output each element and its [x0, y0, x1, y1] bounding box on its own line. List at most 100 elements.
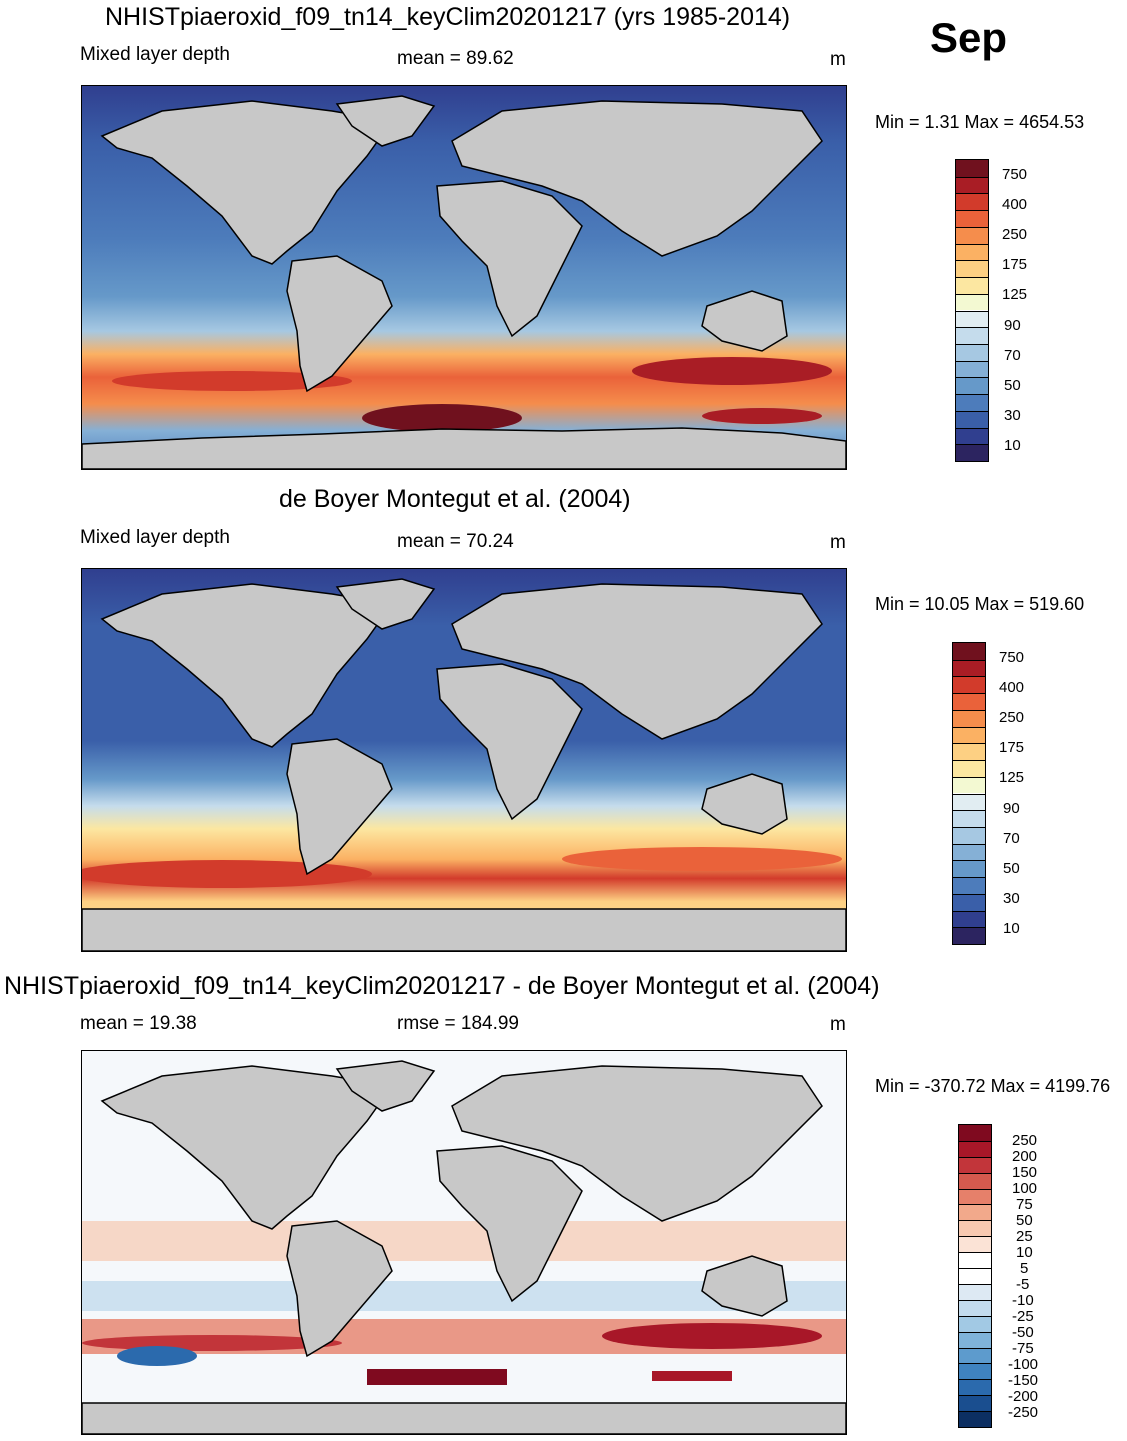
- colorbar-swatch: [953, 927, 985, 944]
- panel1-hotspot-ross: [702, 408, 822, 424]
- colorbar-swatch: [959, 1395, 991, 1412]
- colorbar-swatch: [953, 659, 985, 677]
- panel1-colorbar-label: 70: [1004, 347, 1021, 364]
- colorbar-swatch: [956, 427, 988, 445]
- colorbar-swatch: [956, 377, 988, 395]
- panel2-hotspot-indian: [562, 847, 842, 871]
- colorbar-swatch: [956, 193, 988, 211]
- panel2-units-label: m: [830, 532, 846, 553]
- colorbar-swatch: [953, 760, 985, 777]
- panel2-colorbar-label: 750: [999, 649, 1025, 666]
- panel2-map: [81, 568, 847, 952]
- panel3-rmse-label: rmse = 184.99: [397, 1013, 519, 1034]
- panel1-variable-label: Mixed layer depth: [80, 44, 230, 65]
- colorbar-swatch: [956, 360, 988, 378]
- panel3-mean-label: mean = 19.38: [80, 1013, 197, 1034]
- panel1-colorbar-label: 50: [1004, 377, 1021, 394]
- antarctica: [82, 1402, 846, 1434]
- south-america: [286, 738, 393, 876]
- south-america: [286, 1220, 393, 1358]
- colorbar-swatch: [956, 210, 988, 227]
- colorbar-swatch: [956, 410, 988, 428]
- colorbar-swatch: [956, 394, 988, 411]
- colorbar-swatch: [953, 709, 985, 727]
- colorbar-swatch: [956, 176, 988, 194]
- africa: [436, 663, 583, 821]
- colorbar-swatch: [959, 1125, 991, 1141]
- panel3-coldspot: [117, 1346, 197, 1366]
- panel3-hotspot-weddell: [367, 1369, 507, 1385]
- colorbar-swatch: [959, 1347, 991, 1364]
- panel3-units-label: m: [830, 1014, 846, 1035]
- panel2-map-svg: [82, 569, 846, 951]
- colorbar-swatch: [956, 444, 988, 461]
- africa: [436, 180, 583, 338]
- panel2-colorbar-label: 70: [1003, 830, 1020, 847]
- eurasia: [451, 583, 823, 740]
- colorbar-swatch: [956, 160, 988, 177]
- panel1-hotspot-indian: [632, 357, 832, 385]
- panel1-colorbar-label: 125: [1002, 286, 1028, 303]
- panel1-title: NHISTpiaeroxid_f09_tn14_keyClim20201217 …: [105, 3, 791, 31]
- colorbar-swatch: [956, 343, 988, 361]
- greenland: [335, 1060, 436, 1112]
- colorbar-swatch: [956, 260, 988, 278]
- colorbar-swatch: [959, 1220, 991, 1237]
- colorbar-swatch: [953, 860, 985, 878]
- africa: [436, 1145, 583, 1303]
- panel3-colorbar-label: 25: [1016, 1228, 1033, 1245]
- greenland: [335, 578, 436, 630]
- colorbar-swatch: [959, 1331, 991, 1348]
- colorbar-swatch: [956, 310, 988, 328]
- colorbar-swatch: [959, 1172, 991, 1189]
- panel1-hotspot-pacific: [112, 371, 352, 391]
- panel3-colorbar: [958, 1124, 992, 1428]
- colorbar-swatch: [953, 743, 985, 761]
- panel1-colorbar-label: 750: [1002, 166, 1028, 183]
- south-america: [286, 255, 393, 393]
- colorbar-swatch: [953, 826, 985, 844]
- panel2-minmax: Min = 10.05 Max = 519.60: [875, 594, 1085, 614]
- greenland: [335, 95, 436, 147]
- colorbar-swatch: [956, 277, 988, 294]
- panel1-colorbar-label: 30: [1004, 407, 1021, 424]
- australia: [701, 1255, 788, 1317]
- colorbar-swatch: [953, 676, 985, 694]
- colorbar-swatch: [953, 693, 985, 710]
- panel3-colorbar-label: -5: [1016, 1276, 1030, 1293]
- colorbar-swatch: [953, 910, 985, 928]
- panel3-hotspot-ross: [652, 1371, 732, 1381]
- panel1-units-label: m: [830, 49, 846, 70]
- panel2-colorbar-label: 30: [1003, 890, 1020, 907]
- panel1-continents: [82, 95, 846, 469]
- colorbar-swatch: [959, 1204, 991, 1221]
- north-america: [100, 583, 394, 748]
- colorbar-swatch: [959, 1379, 991, 1396]
- colorbar-swatch: [959, 1236, 991, 1253]
- colorbar-swatch: [956, 293, 988, 311]
- panel1-colorbar-label: 175: [1002, 256, 1028, 273]
- month-label: Sep: [930, 14, 1008, 61]
- panel3-band-north: [82, 1221, 846, 1261]
- colorbar-swatch: [959, 1283, 991, 1300]
- colorbar-swatch: [953, 793, 985, 811]
- north-america: [100, 100, 394, 265]
- panel1-hotspot-weddell: [362, 404, 522, 432]
- colorbar-swatch: [959, 1140, 991, 1157]
- panel2-hotspot-pacific: [82, 860, 372, 888]
- panel2-colorbar-label: 250: [999, 709, 1025, 726]
- colorbar-swatch: [953, 726, 985, 744]
- colorbar-swatch: [959, 1156, 991, 1173]
- panel1-map: [81, 85, 847, 470]
- panel3-colorbar-label: 150: [1012, 1164, 1038, 1181]
- panel1-mean-label: mean = 89.62: [397, 48, 514, 69]
- colorbar-swatch: [959, 1252, 991, 1269]
- eurasia: [451, 100, 823, 257]
- colorbar-swatch: [953, 643, 985, 660]
- panel3-colorbar-label: 50: [1016, 1212, 1033, 1229]
- panel3-colorbar-label: -250: [1008, 1404, 1039, 1421]
- panel3-colorbar-label: -25: [1012, 1308, 1034, 1325]
- panel3-colorbar-label: -75: [1012, 1340, 1034, 1357]
- panel2-colorbar-label: 10: [1003, 920, 1020, 937]
- panel2-colorbar-label: 90: [1003, 800, 1020, 817]
